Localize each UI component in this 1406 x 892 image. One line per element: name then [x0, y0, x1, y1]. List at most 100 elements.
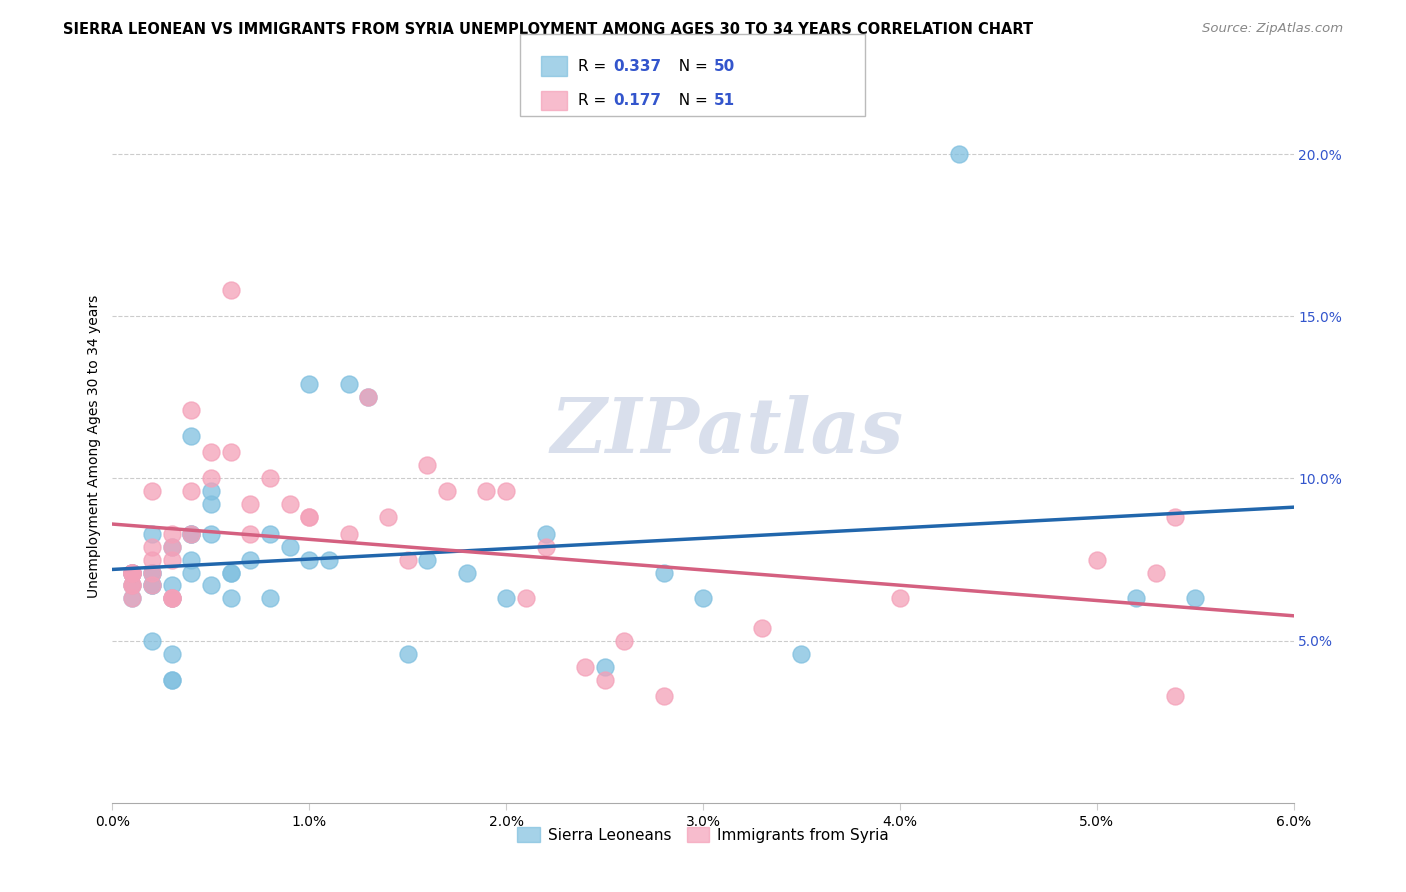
Point	[160, 591, 183, 606]
Point	[416, 552, 439, 566]
Point	[1164, 510, 1187, 524]
Point	[180, 403, 202, 417]
Point	[180, 484, 202, 499]
Point	[436, 484, 458, 499]
Point	[121, 566, 143, 580]
Point	[219, 566, 242, 580]
Point	[613, 633, 636, 648]
Text: N =: N =	[669, 59, 713, 74]
Text: ZIPatlas: ZIPatlas	[550, 395, 903, 468]
Point	[121, 578, 143, 592]
Point	[200, 471, 222, 485]
Point	[298, 377, 321, 392]
Point	[278, 540, 301, 554]
Point	[121, 566, 143, 580]
Point	[160, 540, 183, 554]
Point	[160, 526, 183, 541]
Point	[1144, 566, 1167, 580]
Point	[219, 591, 242, 606]
Text: 50: 50	[714, 59, 735, 74]
Point	[219, 283, 242, 297]
Point	[180, 566, 202, 580]
Point	[200, 497, 222, 511]
Point	[200, 445, 222, 459]
Point	[534, 526, 557, 541]
Text: 0.337: 0.337	[613, 59, 661, 74]
Point	[416, 458, 439, 473]
Point	[377, 510, 399, 524]
Point	[456, 566, 478, 580]
Point	[475, 484, 498, 499]
Point	[1085, 552, 1108, 566]
Point	[495, 591, 517, 606]
Point	[259, 471, 281, 485]
Point	[180, 429, 202, 443]
Point	[121, 566, 143, 580]
Point	[1184, 591, 1206, 606]
Point	[889, 591, 911, 606]
Point	[652, 566, 675, 580]
Point	[396, 647, 419, 661]
Point	[396, 552, 419, 566]
Point	[160, 673, 183, 687]
Point	[278, 497, 301, 511]
Point	[948, 147, 970, 161]
Point	[298, 552, 321, 566]
Point	[180, 552, 202, 566]
Point	[337, 377, 360, 392]
Point	[200, 484, 222, 499]
Point	[298, 510, 321, 524]
Point	[121, 566, 143, 580]
Point	[239, 497, 262, 511]
Point	[160, 578, 183, 592]
Point	[357, 390, 380, 404]
Point	[1125, 591, 1147, 606]
Legend: Sierra Leoneans, Immigrants from Syria: Sierra Leoneans, Immigrants from Syria	[510, 821, 896, 848]
Point	[593, 673, 616, 687]
Point	[200, 578, 222, 592]
Point	[219, 445, 242, 459]
Point	[593, 659, 616, 673]
Point	[141, 566, 163, 580]
Point	[790, 647, 813, 661]
Text: Source: ZipAtlas.com: Source: ZipAtlas.com	[1202, 22, 1343, 36]
Point	[160, 647, 183, 661]
Point	[121, 566, 143, 580]
Point	[534, 540, 557, 554]
Point	[574, 659, 596, 673]
Point	[298, 510, 321, 524]
Text: R =: R =	[578, 59, 612, 74]
Point	[259, 591, 281, 606]
Point	[160, 591, 183, 606]
Point	[121, 578, 143, 592]
Point	[121, 566, 143, 580]
Point	[239, 552, 262, 566]
Point	[141, 484, 163, 499]
Point	[200, 526, 222, 541]
Point	[180, 526, 202, 541]
Point	[180, 526, 202, 541]
Text: SIERRA LEONEAN VS IMMIGRANTS FROM SYRIA UNEMPLOYMENT AMONG AGES 30 TO 34 YEARS C: SIERRA LEONEAN VS IMMIGRANTS FROM SYRIA …	[63, 22, 1033, 37]
Point	[141, 566, 163, 580]
Point	[495, 484, 517, 499]
Point	[141, 566, 163, 580]
Point	[160, 591, 183, 606]
Point	[121, 578, 143, 592]
Point	[141, 526, 163, 541]
Point	[357, 390, 380, 404]
Point	[751, 621, 773, 635]
Text: 0.177: 0.177	[613, 93, 661, 108]
Point	[121, 566, 143, 580]
Point	[141, 552, 163, 566]
Point	[337, 526, 360, 541]
Point	[318, 552, 340, 566]
Point	[160, 673, 183, 687]
Text: N =: N =	[669, 93, 713, 108]
Point	[652, 689, 675, 703]
Point	[141, 578, 163, 592]
Point	[141, 578, 163, 592]
Y-axis label: Unemployment Among Ages 30 to 34 years: Unemployment Among Ages 30 to 34 years	[87, 294, 101, 598]
Point	[1164, 689, 1187, 703]
Point	[141, 578, 163, 592]
Point	[259, 526, 281, 541]
